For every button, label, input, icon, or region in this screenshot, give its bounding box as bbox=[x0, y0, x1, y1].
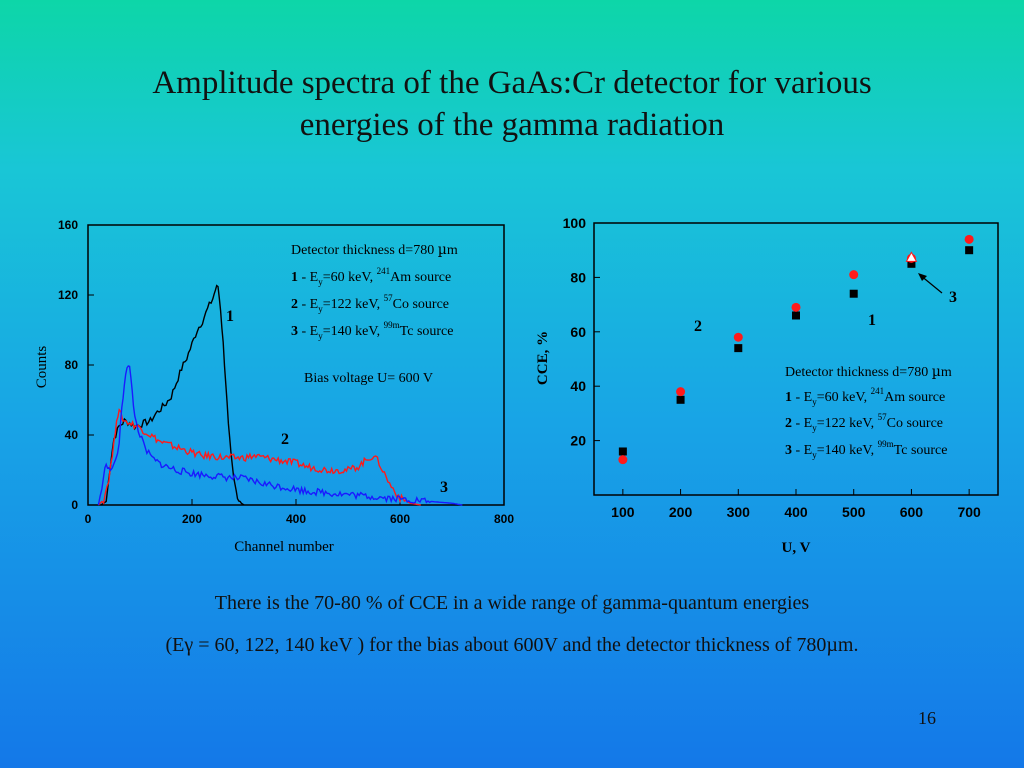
cce-point-series-2 bbox=[618, 455, 628, 465]
cce-point-series-1 bbox=[965, 246, 974, 255]
bias-voltage-annotation: Bias voltage U= 600 V bbox=[304, 371, 433, 386]
caption-line-1: There is the 70-80 % of CCE in a wide ra… bbox=[214, 592, 810, 614]
point-label-3: 3 bbox=[949, 289, 957, 306]
cce-ytick-label: 20 bbox=[570, 433, 586, 449]
spectra-xtick-label: 400 bbox=[286, 512, 306, 526]
spectra-legend: Detector thickness d=780 µm 1 - Ey=60 ke… bbox=[291, 242, 458, 341]
cce-point-series-1 bbox=[907, 259, 916, 268]
cce-point-series-1 bbox=[734, 344, 743, 353]
point-label-2: 2 bbox=[694, 318, 702, 335]
spectra-chart-svg: 0 200 400 600 800 0 40 80 120 160 Counts Channel … bbox=[34, 218, 514, 555]
spectra-series-1-line bbox=[100, 284, 245, 506]
cce-point-series-3 bbox=[905, 251, 918, 262]
cce-ytick-label: 80 bbox=[570, 269, 586, 285]
cce-ylabel: CCE, % bbox=[535, 331, 551, 385]
cce-ytick-label: 40 bbox=[570, 378, 586, 394]
spectra-series-2-line bbox=[97, 408, 421, 506]
spectra-legend-line-2: 1 - Ey=60 keV, 241Am source bbox=[291, 266, 451, 287]
cce-point-series-1 bbox=[618, 447, 627, 456]
caption-line-2: (Eγ = 60, 122, 140 keV ) for the bias ab… bbox=[165, 634, 859, 656]
cce-xtick-label: 300 bbox=[727, 504, 751, 520]
spectra-xtick-label: 600 bbox=[390, 512, 410, 526]
curve-label-2: 2 bbox=[281, 431, 289, 448]
spectra-xtick-label: 0 bbox=[85, 512, 92, 526]
spectra-ytick-label: 40 bbox=[65, 428, 79, 442]
curve-label-3: 3 bbox=[440, 479, 448, 496]
spectra-xlabel: Channel number bbox=[234, 539, 334, 555]
spectra-plot-frame bbox=[87, 224, 505, 506]
spectra-series-3-line bbox=[97, 365, 463, 506]
cce-point-series-2 bbox=[849, 270, 859, 280]
cce-xtick-label: 700 bbox=[957, 504, 981, 520]
slide-number: 16 bbox=[918, 708, 936, 728]
cce-point-series-1 bbox=[676, 395, 685, 404]
spectra-ytick-label: 0 bbox=[71, 498, 78, 512]
cce-ytick-label: 60 bbox=[570, 324, 586, 340]
title-line-2: energies of the gamma radiation bbox=[299, 107, 725, 143]
cce-point-series-2 bbox=[964, 234, 974, 244]
cce-legend: Detector thickness d=780 µm 1 - Ey=60 ke… bbox=[785, 364, 952, 460]
cce-xtick-label: 100 bbox=[611, 504, 635, 520]
spectra-ytick-label: 120 bbox=[58, 288, 78, 302]
title-line-1: Amplitude spectra of the GaAs:Cr detecto… bbox=[152, 65, 872, 101]
curve-label-1: 1 bbox=[226, 308, 234, 325]
point-3-arrowhead bbox=[918, 273, 927, 281]
cce-xlabel: U, V bbox=[782, 540, 811, 556]
spectra-xtick-label: 800 bbox=[494, 512, 514, 526]
cce-xtick-label: 600 bbox=[900, 504, 924, 520]
spectra-ytick-label: 80 bbox=[65, 358, 79, 372]
spectra-ylabel: Counts bbox=[34, 346, 50, 389]
slide-title: Amplitude spectra of the GaAs:Cr detecto… bbox=[40, 62, 984, 146]
cce-xtick-label: 200 bbox=[669, 504, 693, 520]
cce-ytick-label: 100 bbox=[563, 215, 587, 231]
cce-point-series-1 bbox=[849, 289, 858, 298]
spectra-ytick-label: 160 bbox=[58, 218, 78, 232]
cce-chart: 100 200 300 400 500 600 700 20 40 60 80 100 CCE, % … bbox=[530, 215, 1010, 560]
cce-legend-line-2: 1 - Ey=60 keV, 241Am source bbox=[785, 386, 945, 407]
cce-legend-line-3: 2 - Ey=122 keV, 57Co source bbox=[785, 412, 943, 433]
cce-point-series-1 bbox=[792, 311, 800, 320]
spectra-xtick-label: 200 bbox=[182, 512, 202, 526]
cce-point-series-2 bbox=[791, 302, 801, 312]
spectra-legend-line-4: 3 - Ey=140 keV, 99mTc source bbox=[291, 320, 453, 341]
cce-xtick-label: 500 bbox=[842, 504, 866, 520]
cce-xtick-label: 400 bbox=[784, 504, 808, 520]
cce-legend-line-4: 3 - Ey=140 keV, 99mTc source bbox=[785, 439, 947, 460]
spectra-chart: 0 200 400 600 800 0 40 80 120 160 Counts Channel … bbox=[34, 215, 520, 560]
cce-legend-line-1: Detector thickness d=780 µm bbox=[785, 364, 952, 380]
spectra-legend-line-1: Detector thickness d=780 µm bbox=[291, 242, 458, 258]
cce-point-series-2 bbox=[676, 387, 686, 397]
spectra-legend-line-3: 2 - Ey=122 keV, 57Co source bbox=[291, 293, 449, 314]
point-label-1: 1 bbox=[868, 312, 876, 329]
cce-point-series-2 bbox=[733, 332, 743, 342]
